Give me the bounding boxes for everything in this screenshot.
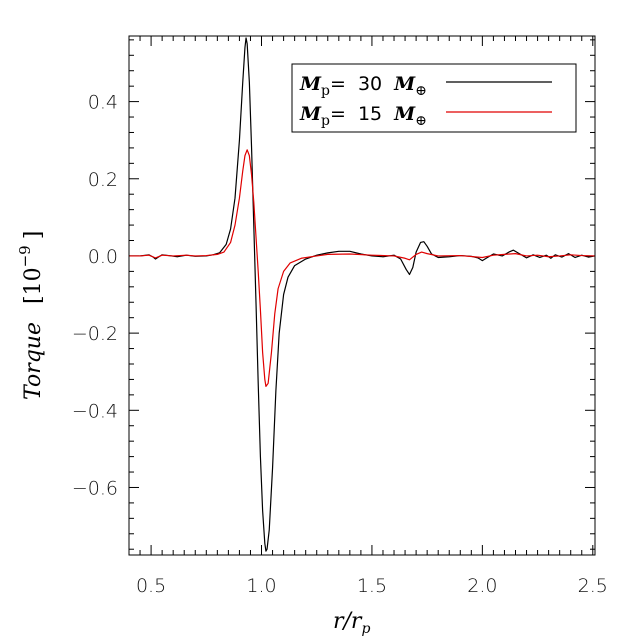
y-tick-label: −0.4 bbox=[72, 400, 118, 422]
x-tick-label: 0.5 bbox=[136, 575, 166, 597]
y-tick-label: −0.6 bbox=[72, 477, 118, 499]
y-tick-label: 0.4 bbox=[88, 92, 118, 114]
series-line-1 bbox=[129, 37, 595, 552]
x-tick-label: 2.5 bbox=[578, 575, 608, 597]
legend-entry-2: Mp= 15 M⊕ bbox=[299, 103, 552, 129]
legend: Mp= 30 M⊕ Mp= 15 M⊕ bbox=[291, 63, 577, 133]
y-tick-label: 0.2 bbox=[88, 169, 118, 191]
legend-label-2: Mp= 15 M⊕ bbox=[299, 103, 427, 129]
y-axis-title: Torque[10−9] bbox=[16, 231, 46, 400]
x-axis-title: r/rp bbox=[333, 609, 370, 637]
x-tick-label: 1.5 bbox=[357, 575, 387, 597]
y-axis-title-text: Torque[10−9] bbox=[16, 231, 46, 400]
y-tick-label: 0.0 bbox=[88, 246, 118, 268]
legend-box bbox=[291, 63, 577, 133]
tick-labels: 0.5 1.0 1.5 2.0 2.5 0.4 0.2 0.0 −0.2 −0.4 −0.6 bbox=[72, 92, 608, 597]
plot-frame bbox=[128, 35, 596, 556]
x-tick-label: 1.0 bbox=[246, 575, 276, 597]
legend-label-1: Mp= 30 M⊕ bbox=[299, 73, 427, 99]
plot-area bbox=[129, 37, 595, 552]
x-tick-label: 2.0 bbox=[467, 575, 497, 597]
y-tick-label: −0.2 bbox=[72, 323, 118, 345]
legend-entry-1: Mp= 30 M⊕ bbox=[299, 73, 552, 99]
axis-ticks bbox=[128, 36, 595, 555]
series-line-2 bbox=[129, 149, 595, 387]
